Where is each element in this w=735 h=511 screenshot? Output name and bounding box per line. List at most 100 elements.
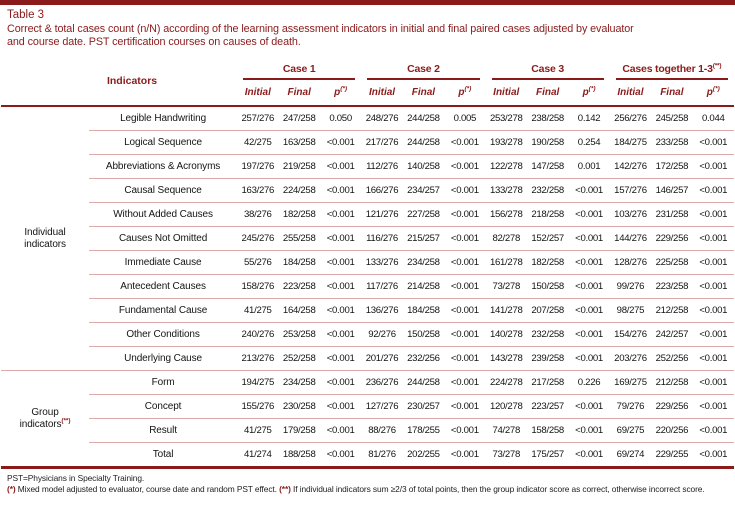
- column-header-p: p(*): [319, 80, 362, 107]
- table-row: Fundamental Cause 41/275 164/258 <0.001 136/…: [1, 298, 734, 323]
- indicator-label: Legible Handwriting: [120, 113, 207, 124]
- cell-value: 99/276: [609, 274, 652, 299]
- cell-value: <0.001: [444, 202, 486, 227]
- cell-value: <0.001: [319, 154, 362, 179]
- column-header-initial: Initial: [237, 80, 279, 107]
- cell-value: <0.001: [692, 226, 734, 251]
- column-header-final: Final: [651, 80, 693, 107]
- cell-value: 232/258: [526, 322, 569, 347]
- cell-value: <0.001: [444, 178, 486, 203]
- cell-value: <0.001: [319, 274, 362, 299]
- cell-value: 248/276: [365, 113, 399, 124]
- cell-value: 55/276: [237, 250, 279, 275]
- cell-value: 133/278: [485, 178, 527, 203]
- case-2-header: Case 2: [361, 56, 485, 80]
- cell-value: <0.001: [692, 322, 734, 347]
- column-header-final: Final: [278, 80, 320, 107]
- cell-value: 240/276: [237, 322, 279, 347]
- table-row: Causal Sequence 163/276 224/258 <0.001 166/2…: [1, 178, 734, 203]
- cell-value: <0.001: [319, 250, 362, 275]
- cell-value: 215/257: [402, 226, 445, 251]
- table-caption: Correct & total cases count (n/N) accord…: [7, 23, 735, 48]
- cell-value: 38/276: [237, 202, 279, 227]
- row-group-label: Individual indicators: [24, 227, 66, 250]
- cell-value: 41/275: [237, 298, 279, 323]
- table-row: Other Conditions 240/276 253/258 <0.001 92/2…: [1, 322, 734, 347]
- title-block: Table 3 Correct & total cases count (n/N…: [7, 9, 735, 48]
- cell-value: 158/258: [526, 418, 569, 443]
- cell-value: 244/258: [407, 113, 440, 124]
- cell-value: 127/276: [361, 394, 403, 419]
- cell-value: 178/255: [402, 418, 445, 443]
- cell-value: 41/275: [237, 418, 279, 443]
- cell-value: 230/258: [278, 394, 320, 419]
- cell-value: <0.001: [319, 394, 362, 419]
- cell-value: <0.001: [692, 130, 734, 155]
- cell-value: 163/276: [237, 178, 279, 203]
- cell-value: 182/258: [278, 202, 320, 227]
- column-header-initial: Initial: [485, 80, 527, 107]
- cell-value: <0.001: [692, 442, 734, 468]
- table-row: Result 41/275 179/258 <0.001 88/276 178/255 <0…: [1, 418, 734, 443]
- cell-value: 154/276: [609, 322, 652, 347]
- table-header: Indicators Case 1 Case 2 Case 3 Cases to…: [1, 56, 734, 107]
- cell-value: <0.001: [319, 178, 362, 203]
- cell-value: 136/276: [361, 298, 403, 323]
- cell-value: 152/257: [526, 226, 569, 251]
- cell-value: 236/276: [361, 370, 403, 395]
- cell-value: 161/278: [485, 250, 527, 275]
- cell-value: 247/258: [282, 113, 316, 124]
- indicator-label: Antecedent Causes: [89, 274, 238, 299]
- cell-value: 116/276: [361, 226, 403, 251]
- cell-value: 225/258: [651, 250, 693, 275]
- cell-value: <0.001: [319, 418, 362, 443]
- cell-value: 197/276: [237, 154, 279, 179]
- cell-value: 214/258: [402, 274, 445, 299]
- column-header-final: Final: [402, 80, 445, 107]
- cell-value: <0.001: [692, 418, 734, 443]
- table-row: Concept 155/276 230/258 <0.001 127/276 230/25…: [1, 394, 734, 419]
- cell-value: 0.005: [453, 113, 477, 124]
- cell-value: 253/278: [489, 113, 523, 124]
- cell-value: 69/275: [609, 418, 652, 443]
- cell-value: 193/278: [485, 130, 527, 155]
- cell-value: <0.001: [568, 226, 610, 251]
- caption-line-1: Correct & total cases count (n/N) accord…: [7, 23, 634, 35]
- indicator-label: Underlying Cause: [89, 346, 238, 371]
- cell-value: 257/276: [241, 113, 275, 124]
- cell-value: 146/257: [651, 178, 693, 203]
- cell-value: 166/276: [361, 178, 403, 203]
- cell-value: 88/276: [361, 418, 403, 443]
- row-group-label: Group indicators(**): [1, 370, 90, 468]
- cell-value: 172/258: [651, 154, 693, 179]
- cell-value: 74/278: [485, 418, 527, 443]
- case-1-header: Case 1: [237, 56, 361, 80]
- cell-value: <0.001: [444, 298, 486, 323]
- indicator-label: Logical Sequence: [89, 130, 238, 155]
- footnote-1-text: Mixed model adjusted to evaluator, cours…: [15, 483, 280, 494]
- cell-value: 42/275: [237, 130, 279, 155]
- cell-value: 234/258: [402, 250, 445, 275]
- footnotes: PST=Physicians in Specialty Training. (*…: [7, 473, 735, 494]
- cell-value: <0.001: [319, 442, 362, 468]
- cell-value: <0.001: [568, 346, 610, 371]
- case-header-row: Indicators Case 1 Case 2 Case 3 Cases to…: [1, 56, 734, 107]
- cell-value: 233/258: [651, 130, 693, 155]
- cell-value: <0.001: [692, 394, 734, 419]
- indicator-label: Causal Sequence: [89, 178, 238, 203]
- footnote-2-text: If individual indicators sum ≥2/3 of tot…: [290, 483, 705, 494]
- cell-value: <0.001: [568, 274, 610, 299]
- cell-value: 201/276: [361, 346, 403, 371]
- cell-value: 140/258: [402, 154, 445, 179]
- cell-value: 232/256: [402, 346, 445, 371]
- cell-value: 133/276: [361, 250, 403, 275]
- cell-value: 234/257: [402, 178, 445, 203]
- table-row: Logical Sequence 42/275 163/258 <0.001 217/2…: [1, 130, 734, 155]
- cell-value: <0.001: [444, 370, 486, 395]
- indicator-label: Other Conditions: [89, 322, 238, 347]
- column-header-p: p(*): [444, 80, 486, 107]
- cell-value: 252/258: [278, 346, 320, 371]
- cell-value: <0.001: [568, 442, 610, 468]
- cell-value: 217/276: [361, 130, 403, 155]
- table-row: Underlying Cause 213/276 252/258 <0.001 201/…: [1, 346, 734, 371]
